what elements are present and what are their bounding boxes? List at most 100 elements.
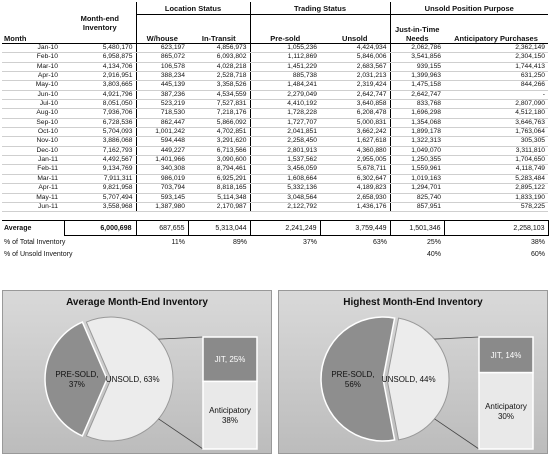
table-row: Jul-10 8,051,050 523,219 7,527,831 4,410,192… (2, 99, 549, 110)
unsold-purpose-header: Unsold Position Purpose (389, 2, 549, 15)
table-cell: Nov-10 (2, 136, 64, 147)
pie-slice-unsold (85, 316, 174, 442)
table-cell: 5,704,093 (64, 127, 136, 138)
table-cell: 1,436,176 (320, 202, 391, 213)
table-cell: 9,134,769 (64, 164, 136, 175)
table-cell: 865,072 (135, 52, 188, 63)
table-cell: 6,713,566 (188, 146, 251, 157)
pct-unsold-label: % of Unsold Inventory (4, 250, 73, 258)
table-cell: 4,512,180 (444, 108, 549, 119)
table-row: Nov-10 3,886,068 594,448 3,291,620 2,258,450… (2, 136, 549, 147)
table-cell: 594,448 (135, 136, 188, 147)
average-jit: 1,501,346 (389, 220, 445, 237)
chart-panel-highest: Highest Month-End Inventory PRE-SOLD, 56%… (278, 290, 548, 454)
table-cell: 6,208,478 (320, 108, 391, 119)
table-cell: 8,818,165 (188, 183, 251, 194)
table-cell: 2,062,786 (389, 43, 445, 54)
table-row: Mar-11 7,911,311 986,019 6,925,291 1,608,664… (2, 174, 549, 185)
average-presold: 2,241,249 (249, 220, 321, 237)
pct-unsold-anticipatory: 60% (531, 250, 546, 258)
pct-total-presold: 37% (303, 238, 318, 246)
table-cell: 6,925,291 (188, 174, 251, 185)
pct-total-label: % of Total Inventory (4, 238, 66, 246)
table-cell: Sep-10 (2, 118, 64, 129)
table-row: Feb-10 6,958,875 865,072 6,093,802 1,112,869… (2, 52, 549, 63)
pie-slice-presold (320, 316, 396, 442)
table-cell: 703,794 (135, 183, 188, 194)
inventory-table: Month Month-end Inventory Location Statu… (2, 2, 549, 284)
table-cell: 1,112,869 (249, 52, 321, 63)
table-row: Feb-11 9,134,769 340,308 8,794,461 3,456,059… (2, 164, 549, 175)
location-status-header: Location Status (135, 2, 251, 15)
table-cell: Dec-10 (2, 146, 64, 157)
bar-label-anticipatory: Anticipatory 38% (209, 406, 251, 425)
bar-label-jit: JIT, 25% (215, 355, 246, 364)
table-cell: 3,090,600 (188, 155, 251, 166)
table-cell: 4,118,749 (444, 164, 549, 175)
month-header: Month (2, 2, 64, 44)
table-cell: 2,170,987 (188, 202, 251, 213)
anticipatory-header: Anticipatory Purchases (444, 14, 549, 44)
table-cell: 1,728,228 (249, 108, 321, 119)
pct-unsold-jit: 40% (427, 250, 442, 258)
table-cell: Oct-10 (2, 127, 64, 138)
table-cell: 3,662,242 (320, 127, 391, 138)
table-cell: 5,707,494 (64, 193, 136, 203)
table-cell: 1,608,664 (249, 174, 321, 185)
table-cell: 7,527,831 (188, 99, 251, 110)
table-cell: 523,219 (135, 99, 188, 110)
table-cell: Jan-11 (2, 155, 64, 166)
transit-header: In-Transit (188, 14, 251, 44)
table-cell: Aug-10 (2, 108, 64, 119)
table-cell: 3,541,856 (389, 52, 445, 63)
chart-title: Highest Month-End Inventory (343, 297, 483, 308)
table-cell: 4,424,934 (320, 43, 391, 54)
table-cell: 387,236 (135, 90, 188, 101)
pie-slice-presold (44, 321, 108, 437)
table-cell: Jan-10 (2, 43, 64, 54)
table-cell: 6,302,647 (320, 174, 391, 185)
table-cell: 885,738 (249, 71, 321, 82)
table-cell: 2,642,747 (320, 90, 391, 101)
pie-chart-average: PRE-SOLD, 37% UNSOLD, 63% JIT, 25% Anticipat… (44, 316, 258, 450)
bar-segment-jit (202, 336, 258, 383)
table-cell: Apr-11 (2, 183, 64, 194)
table-cell: 631,250 (444, 71, 549, 82)
table-cell: 623,197 (135, 43, 188, 54)
table-cell: 862,447 (135, 118, 188, 129)
pie-slice-unsold (386, 317, 450, 441)
table-cell: 2,955,005 (320, 155, 391, 166)
table-row: Mar-10 4,134,706 106,578 4,028,218 1,451,229… (2, 62, 549, 73)
average-row: Average 6,000,698 687,655 5,313,044 2,24… (2, 220, 549, 237)
table-cell: 1,451,229 (249, 62, 321, 73)
table-cell: 4,492,567 (64, 155, 136, 166)
table-cell: 857,951 (389, 202, 445, 213)
table-cell: Mar-11 (2, 174, 64, 185)
table-cell: 2,362,149 (444, 43, 549, 54)
average-transit: 5,313,044 (187, 220, 251, 237)
table-cell: Jun-11 (2, 202, 64, 213)
pct-total-transit: 89% (233, 238, 248, 246)
table-cell: 1,322,313 (389, 136, 445, 147)
table-cell: 2,258,450 (249, 136, 321, 147)
table-row: Oct-10 5,704,093 1,001,242 4,702,851 2,041,8… (2, 127, 549, 138)
table-cell: 1,001,242 (135, 127, 188, 138)
bar-label-jit: JIT, 14% (491, 351, 522, 360)
table-cell: 1,696,298 (389, 108, 445, 119)
inventory-header: Month-end Inventory (64, 2, 136, 44)
table-row: May-11 5,707,494 593,145 5,114,348 3,048,564… (2, 193, 549, 203)
table-cell: 5,332,136 (249, 183, 321, 194)
table-cell: 5,866,092 (188, 118, 251, 129)
table-cell: 5,846,006 (320, 52, 391, 63)
table-cell: 1,537,562 (249, 155, 321, 166)
table-cell: Feb-10 (2, 52, 64, 63)
table-cell: 3,803,665 (64, 80, 136, 91)
table-cell: 6,093,802 (188, 52, 251, 63)
table-cell: 2,031,213 (320, 71, 391, 82)
table-row: Jun-10 4,921,796 387,236 4,534,559 2,279,049… (2, 90, 549, 101)
average-warehouse: 687,655 (135, 220, 189, 237)
table-row: Jun-11 3,558,968 1,387,980 2,170,987 2,122,7… (2, 202, 549, 213)
table-cell: 3,358,526 (188, 80, 251, 91)
connector-line (158, 336, 204, 340)
pct-total-jit: 25% (427, 238, 442, 246)
